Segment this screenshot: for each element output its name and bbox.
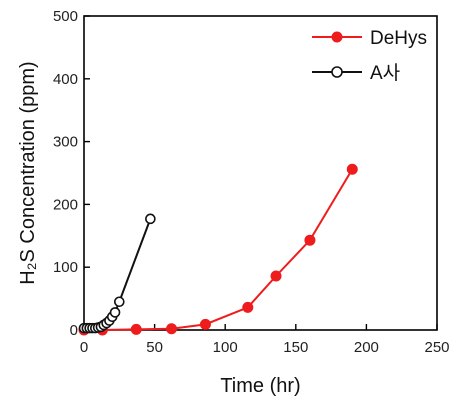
data-point bbox=[304, 234, 316, 246]
data-point bbox=[145, 213, 156, 225]
x-tick-label: 100 bbox=[213, 339, 238, 356]
ticks: 0 50 100 150 200 250 0 100 200 300 400 500 bbox=[53, 8, 450, 356]
axes bbox=[83, 15, 438, 331]
legend-marker-dehys bbox=[331, 31, 343, 43]
series-0 bbox=[78, 163, 358, 336]
x-tick-label: 250 bbox=[424, 339, 449, 356]
y-tick-label: 100 bbox=[53, 259, 78, 276]
data-point bbox=[109, 307, 121, 318]
plot-frame bbox=[83, 15, 438, 331]
x-tick-label: 50 bbox=[146, 339, 163, 356]
data-point bbox=[346, 163, 358, 175]
x-axis-title: Time (hr) bbox=[220, 375, 300, 397]
y-tick-label: 400 bbox=[53, 71, 78, 88]
series-line-0 bbox=[84, 168, 354, 331]
x-tick-label: 150 bbox=[283, 339, 308, 356]
series-layer bbox=[78, 163, 358, 336]
data-point bbox=[242, 301, 254, 313]
legend-marker-a-company bbox=[331, 66, 343, 78]
legend-item-dehys: DeHys bbox=[312, 28, 427, 49]
y-tick-label: 500 bbox=[53, 8, 78, 25]
legend-label-dehys: DeHys bbox=[370, 28, 427, 49]
data-point bbox=[130, 323, 142, 335]
y-tick-label: 300 bbox=[53, 134, 78, 151]
y-axis-title: H₂S Concentration (ppm) bbox=[17, 61, 39, 284]
y-tick-label: 0 bbox=[70, 322, 78, 339]
x-tick-label: 200 bbox=[354, 339, 379, 356]
data-point bbox=[270, 270, 282, 282]
data-point bbox=[166, 323, 178, 335]
legend-item-a-company: A사 bbox=[312, 62, 400, 84]
x-tick-label: 0 bbox=[80, 339, 88, 356]
legend: DeHys A사 bbox=[312, 28, 427, 84]
series-1 bbox=[78, 213, 156, 334]
data-point bbox=[199, 318, 211, 330]
y-tick-label: 200 bbox=[53, 196, 78, 213]
legend-label-a-company: A사 bbox=[370, 62, 400, 84]
data-point bbox=[114, 296, 125, 308]
